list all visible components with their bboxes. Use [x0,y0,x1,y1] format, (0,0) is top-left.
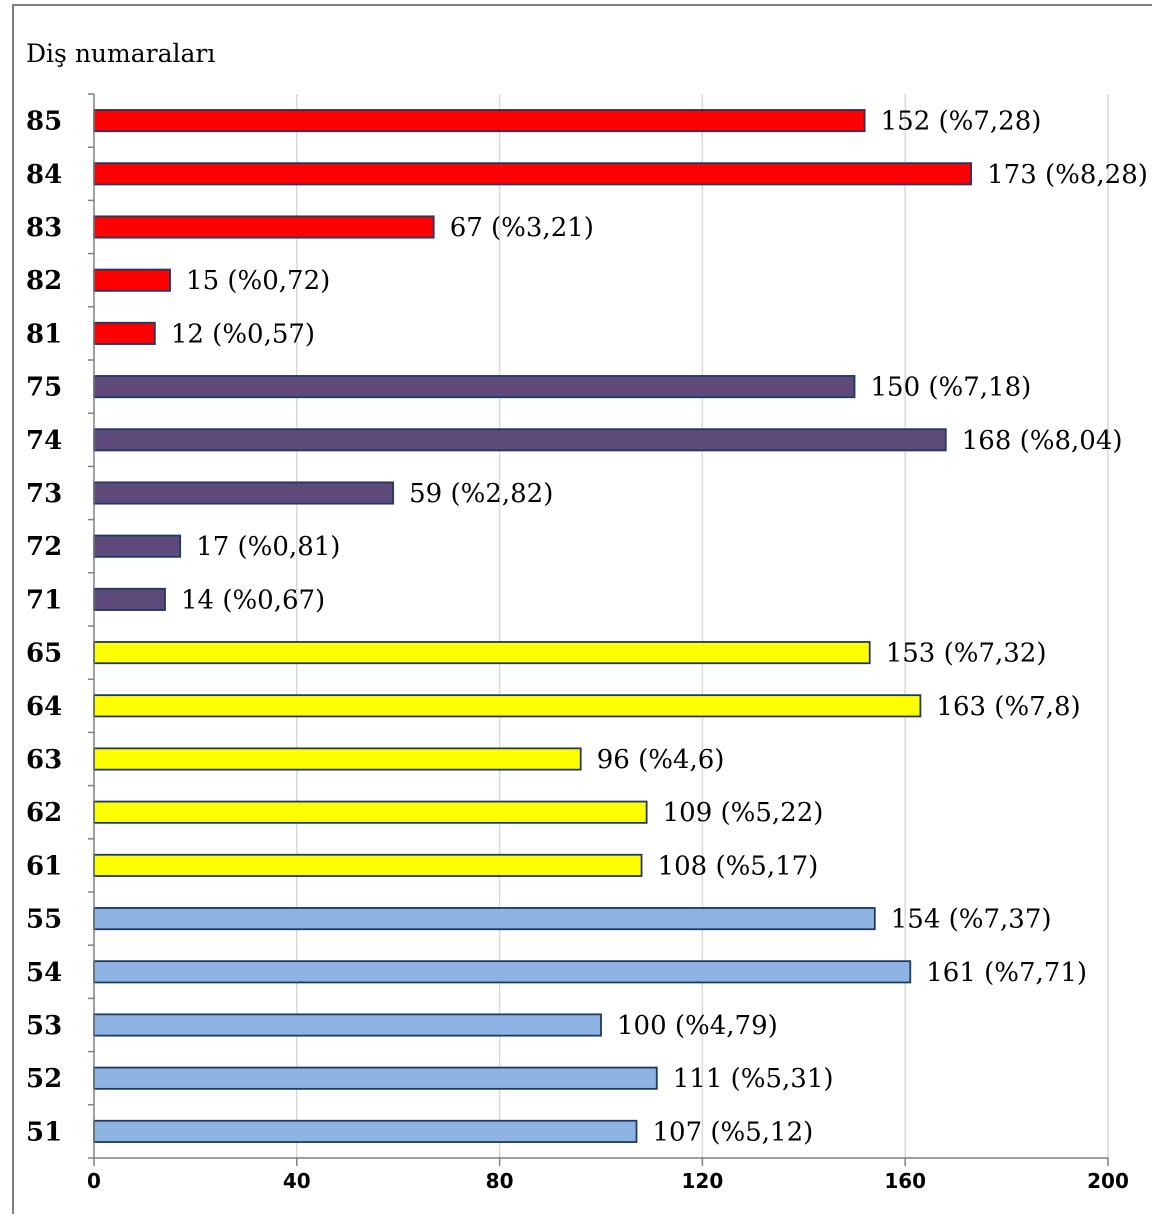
data-label: 67 (%3,21) [450,213,594,243]
y-tick-label: 52 [26,1064,62,1094]
bar [93,375,856,399]
data-label: 150 (%7,18) [871,373,1032,403]
bar [93,907,876,931]
data-label: 59 (%2,82) [409,479,553,509]
y-tick-label: 64 [26,692,62,722]
y-tick-label: 54 [26,958,62,988]
data-label: 96 (%4,6) [597,745,725,775]
data-label: 107 (%5,12) [652,1117,813,1147]
y-tick-label: 62 [26,798,62,828]
data-label: 17 (%0,81) [196,532,340,562]
y-tick-label: 81 [26,319,62,349]
data-label: 100 (%4,79) [617,1011,778,1041]
bar [93,960,912,984]
bar [93,215,435,239]
data-label: 111 (%5,31) [673,1064,834,1094]
data-label: 108 (%5,17) [658,851,819,881]
bar [93,800,648,824]
y-tick-label: 72 [26,532,62,562]
y-tick-label: 84 [26,160,62,190]
axes [88,93,1109,1166]
y-tick-label: 55 [26,905,62,935]
y-tick-label: 74 [26,426,62,456]
data-label: 173 (%8,28) [987,160,1148,190]
bars [93,109,973,1143]
y-tick-label: 83 [26,213,62,243]
bar [93,694,922,718]
data-label: 161 (%7,71) [926,958,1087,988]
x-tick-label: 80 [486,1169,514,1193]
bar [93,428,947,452]
data-label: 152 (%7,28) [881,107,1042,137]
bar [93,321,156,345]
y-tick-label: 61 [26,851,62,881]
bar [93,481,395,505]
x-tick-labels: 0 40 80 120 160 200 [87,1169,1129,1193]
bar [93,587,166,611]
x-tick-label: 40 [283,1169,311,1193]
y-axis-label: Diş numaraları [26,39,215,68]
y-tick-label: 65 [26,639,62,669]
bar [93,641,871,665]
bar [93,747,582,771]
bar [93,1013,602,1037]
data-label: 12 (%0,57) [171,319,315,349]
data-label: 168 (%8,04) [962,426,1123,456]
data-label: 154 (%7,37) [891,905,1052,935]
data-label: 109 (%5,22) [663,798,824,828]
data-label: 163 (%7,8) [936,692,1080,722]
x-tick-label: 120 [682,1169,724,1193]
bar [93,1119,638,1143]
gridlines [296,94,1109,1158]
y-tick-label: 82 [26,266,62,296]
y-tick-label: 75 [26,373,62,403]
x-tick-label: 0 [87,1169,101,1193]
chart-frame [12,4,1152,1214]
bar [93,853,643,877]
bar [93,109,866,133]
y-tick-label: 71 [26,585,62,615]
x-tick-label: 160 [884,1169,926,1193]
y-tick-labels: 85 84 83 82 81 75 74 73 72 71 65 64 63 62 61 55 54 53 52 51 [26,107,62,1148]
data-labels: 152 (%7,28) 173 (%8,28) 67 (%3,21) 15 (%0,7… [171,107,1148,1148]
bar [93,268,171,292]
data-label: 14 (%0,67) [181,585,325,615]
bar [93,162,973,186]
bar [93,1066,658,1090]
y-tick-label: 53 [26,1011,62,1041]
data-label: 153 (%7,32) [886,639,1047,669]
y-tick-label: 63 [26,745,62,775]
bar [93,534,182,558]
x-tick-label: 200 [1087,1169,1129,1193]
y-tick-label: 73 [26,479,62,509]
y-tick-label: 51 [26,1117,62,1147]
y-tick-label: 85 [26,107,62,137]
data-label: 15 (%0,72) [186,266,330,296]
